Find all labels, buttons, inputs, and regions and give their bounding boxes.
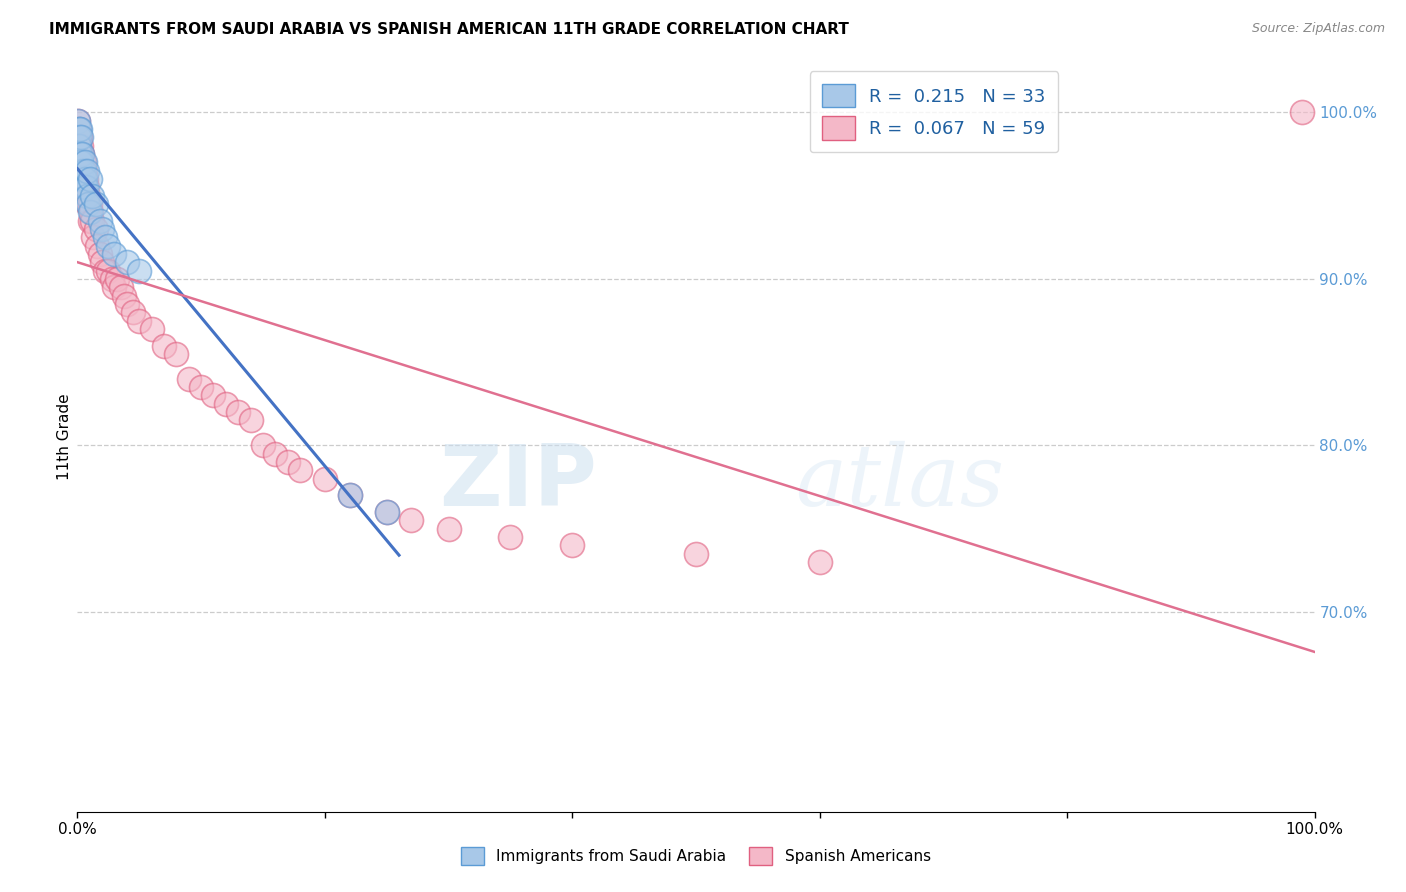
Point [375,505,398,519]
Point [93,230,115,244]
Point [277,455,299,469]
Point [66,113,89,128]
Point [70,155,93,169]
Point [76,163,98,178]
Point [177,372,200,386]
Point [128,313,150,327]
Point [67,122,90,136]
Point [314,472,336,486]
Point [122,305,145,319]
Point [75,180,97,194]
Point [226,405,249,419]
Point [153,338,176,352]
Text: atlas: atlas [794,441,1004,524]
Point [72,180,94,194]
Point [93,263,115,277]
Point [69,155,91,169]
Y-axis label: 11th Grade: 11th Grade [56,393,72,481]
Point [110,280,132,294]
Point [73,180,96,194]
Point [103,247,125,261]
Point [97,238,120,252]
Point [67,138,90,153]
Point [89,213,111,227]
Point [67,122,90,136]
Legend: Immigrants from Saudi Arabia, Spanish Americans: Immigrants from Saudi Arabia, Spanish Am… [456,840,936,871]
Point [80,205,103,219]
Point [86,238,108,252]
Point [72,147,94,161]
Point [808,555,831,569]
Point [76,180,98,194]
Point [1291,105,1313,120]
Point [73,155,96,169]
Point [72,172,94,186]
Point [339,488,361,502]
Point [112,288,135,302]
Point [128,263,150,277]
Point [239,413,262,427]
Point [77,188,100,202]
Text: ZIP: ZIP [439,441,598,524]
Point [69,122,91,136]
Point [72,172,94,186]
Point [79,172,101,186]
Point [79,213,101,227]
Point [76,197,98,211]
Point [91,255,114,269]
Point [73,172,96,186]
Point [190,380,212,394]
Point [685,547,707,561]
Point [73,163,96,178]
Point [72,163,94,178]
Point [561,538,583,552]
Point [82,188,104,202]
Point [437,522,460,536]
Point [82,230,104,244]
Point [72,155,94,169]
Text: IMMIGRANTS FROM SAUDI ARABIA VS SPANISH AMERICAN 11TH GRADE CORRELATION CHART: IMMIGRANTS FROM SAUDI ARABIA VS SPANISH … [49,22,849,37]
Point [70,130,93,145]
Point [499,530,522,544]
Point [79,197,101,211]
Point [252,438,274,452]
Point [115,297,138,311]
Point [82,213,104,227]
Point [67,130,90,145]
Point [84,222,107,236]
Point [375,505,398,519]
Point [69,130,91,145]
Point [288,463,311,477]
Point [91,222,114,236]
Point [339,488,361,502]
Point [141,322,163,336]
Point [264,447,287,461]
Point [103,280,125,294]
Point [202,388,225,402]
Point [101,272,124,286]
Point [70,138,93,153]
Point [76,188,98,202]
Point [215,397,238,411]
Point [70,163,93,178]
Point [97,263,120,277]
Point [165,347,187,361]
Point [70,155,93,169]
Point [89,247,111,261]
Point [401,513,423,527]
Point [67,138,90,153]
Point [66,113,89,128]
Point [105,272,128,286]
Point [75,172,97,186]
Point [84,197,107,211]
Point [69,147,91,161]
Point [79,205,101,219]
Point [115,255,138,269]
Point [72,147,94,161]
Text: Source: ZipAtlas.com: Source: ZipAtlas.com [1251,22,1385,36]
Point [72,163,94,178]
Point [69,147,91,161]
Point [77,197,100,211]
